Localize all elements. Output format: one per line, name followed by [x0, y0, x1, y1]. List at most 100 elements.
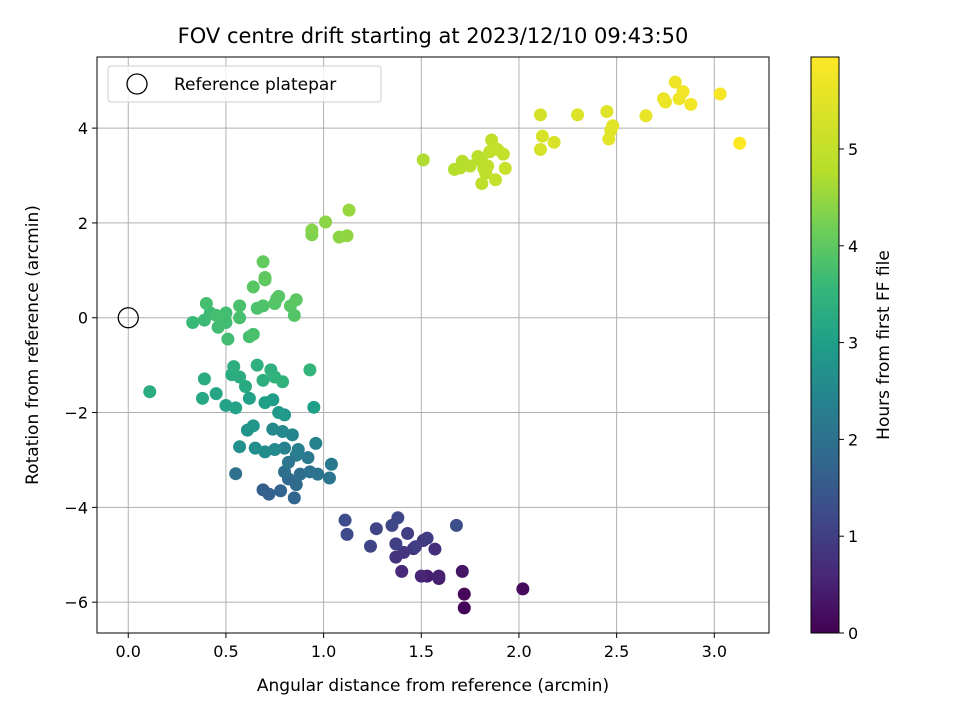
scatter-point: [197, 372, 211, 386]
scatter-point: [340, 527, 354, 541]
scatter-point: [274, 484, 288, 498]
scatter-point: [272, 406, 286, 420]
scatter-point: [229, 401, 243, 415]
reference-marker-layer: [117, 307, 139, 329]
scatter-point: [219, 306, 233, 320]
colorbar-tick-label: 0: [848, 624, 858, 643]
scatter-point: [287, 491, 301, 505]
x-axis-ticks: 0.0 0.5 1.0 1.5 2.0 2.5 3.0: [116, 633, 727, 661]
scatter-point: [340, 229, 354, 243]
scatter-point: [668, 75, 682, 89]
colorbar-tick-label: 5: [848, 140, 858, 159]
scatter-point: [606, 119, 620, 133]
scatter-point: [293, 467, 307, 481]
scatter-point: [303, 363, 317, 377]
scatter-point: [713, 87, 727, 101]
scatter-point: [195, 391, 209, 405]
scatter-point: [475, 177, 489, 191]
y-axis-ticks: −6 −4 −2 0 2 4: [64, 119, 97, 612]
scatter-point: [733, 136, 747, 150]
scatter-point: [547, 135, 561, 149]
y-axis-label: Rotation from reference (arcmin): [23, 205, 43, 485]
x-tick-label: 3.0: [702, 642, 727, 661]
scatter-point: [658, 95, 672, 109]
reference-platepar-marker: [117, 307, 139, 329]
colorbar-ticks: 0 1 2 3 4 5: [839, 140, 858, 643]
scatter-point: [250, 358, 264, 372]
scatter-point: [324, 457, 338, 471]
scatter-point: [266, 422, 280, 436]
scatter-point: [246, 327, 260, 341]
y-tick-label: 4: [78, 119, 88, 138]
scatter-point: [209, 387, 223, 401]
scatter-point: [416, 153, 430, 167]
scatter-point: [268, 443, 282, 457]
scatter-point: [219, 315, 233, 329]
x-tick-label: 1.0: [311, 642, 336, 661]
scatter-point: [535, 129, 549, 143]
scatter-point: [281, 455, 295, 469]
scatter-point: [242, 391, 256, 405]
scatter-point: [285, 428, 299, 442]
scatter-point: [238, 379, 252, 393]
scatter-point: [301, 451, 315, 465]
scatter-point: [496, 147, 510, 161]
scatter-point: [602, 132, 616, 146]
scatter-point: [428, 542, 442, 556]
colorbar-gradient: [810, 56, 840, 634]
scatter-point: [397, 545, 411, 559]
scatter-point: [262, 487, 276, 501]
scatter-point: [256, 299, 270, 313]
x-axis-label: Angular distance from reference (arcmin): [257, 676, 609, 696]
scatter-point: [289, 478, 303, 492]
legend: Reference platepar: [107, 65, 382, 103]
y-tick-label: −6: [64, 593, 88, 612]
scatter-point: [209, 308, 223, 322]
scatter-point: [143, 385, 157, 399]
scatter-point: [272, 289, 286, 303]
scatter-point: [600, 105, 614, 119]
y-tick-label: 0: [78, 309, 88, 328]
scatter-point: [571, 108, 585, 122]
scatter-point: [391, 511, 405, 525]
scatter-point: [227, 360, 241, 374]
y-tick-label: −2: [64, 404, 88, 423]
scatter-point: [342, 203, 356, 217]
scatter-point: [246, 419, 260, 433]
scatter-point: [463, 159, 477, 173]
scatter-point: [457, 587, 471, 601]
scatter-point: [233, 299, 247, 313]
colorbar-tick-label: 3: [848, 334, 858, 353]
scatter-point: [199, 297, 213, 311]
scatter-point: [639, 109, 653, 123]
scatter-point: [219, 398, 233, 412]
y-tick-label: −4: [64, 498, 88, 517]
scatter-point: [338, 513, 352, 527]
scatter-point: [258, 270, 272, 284]
scatter-points: [143, 75, 747, 615]
colorbar-tick-label: 1: [848, 527, 858, 546]
scatter-point: [305, 223, 319, 237]
scatter-point: [311, 467, 325, 481]
colorbar-tick-label: 4: [848, 237, 858, 256]
scatter-point: [414, 569, 428, 583]
scatter-point: [289, 293, 303, 307]
y-tick-label: 2: [78, 214, 88, 233]
colorbar: 0 1 2 3 4 5 Hours from first FF file: [810, 56, 894, 643]
legend-box: [107, 65, 382, 103]
scatter-point: [449, 518, 463, 532]
colorbar-tick-label: 2: [848, 430, 858, 449]
scatter-point: [309, 436, 323, 450]
scatter-point: [489, 173, 503, 187]
scatter-point: [408, 540, 422, 554]
scatter-point: [278, 441, 292, 455]
scatter-point: [258, 445, 272, 459]
scatter-point: [276, 375, 290, 389]
scatter-point: [248, 441, 262, 455]
scatter-point: [258, 396, 272, 410]
scatter-point: [401, 526, 415, 540]
x-tick-label: 1.5: [409, 642, 434, 661]
plot-area: 0.0 0.5 1.0 1.5 2.0 2.5 3.0 −6 −4 −2 0 2 4: [64, 56, 770, 661]
